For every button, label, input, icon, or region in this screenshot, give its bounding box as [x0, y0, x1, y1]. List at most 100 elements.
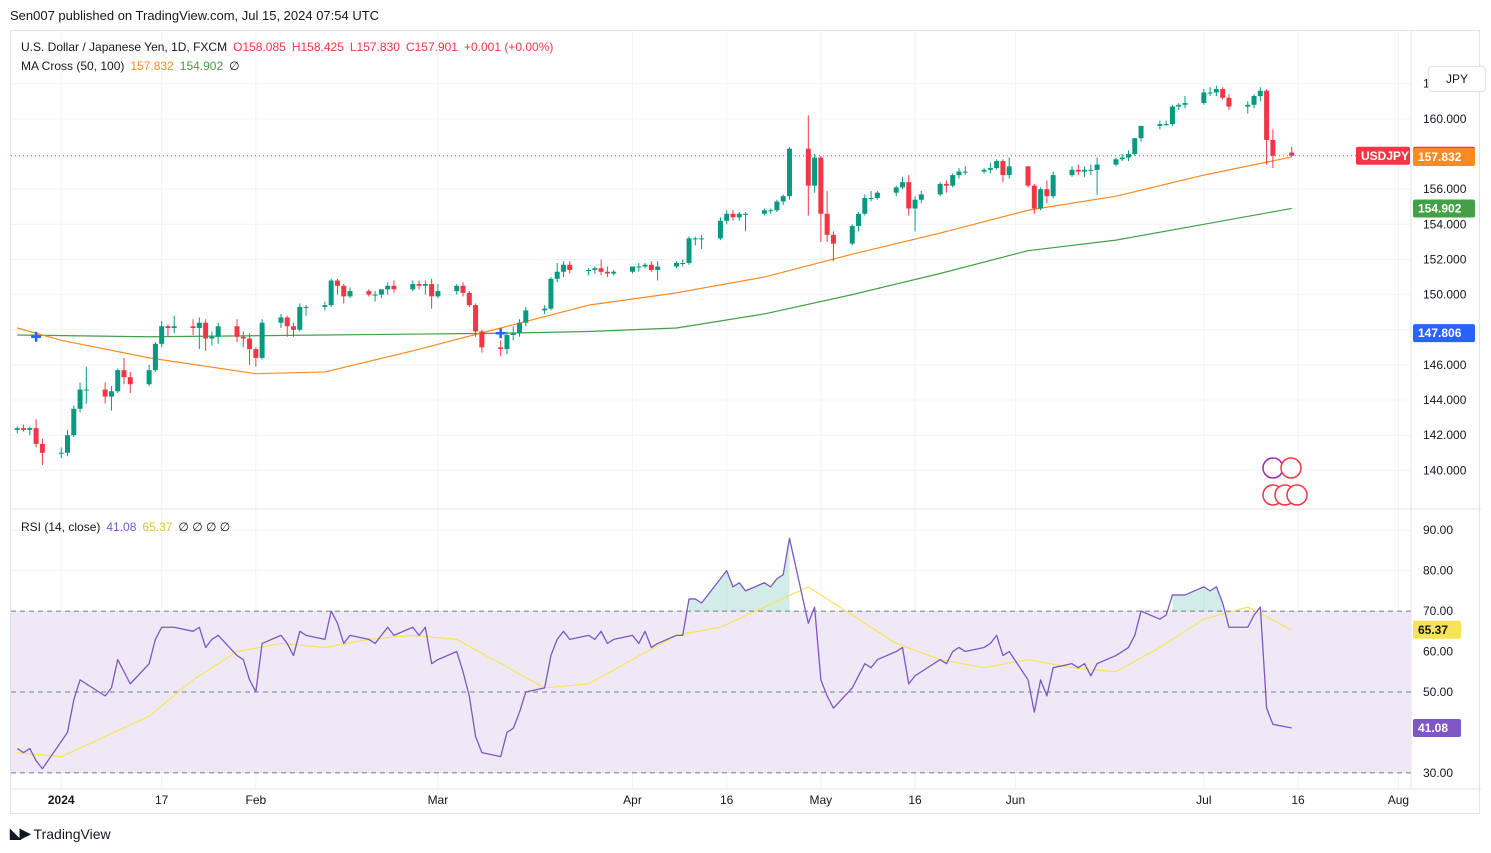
candle-body [856, 213, 862, 227]
candle [1245, 101, 1251, 114]
candle [1031, 183, 1037, 214]
candle-body [680, 262, 686, 264]
ma-legend-label[interactable]: MA Cross (50, 100) [21, 59, 125, 73]
candle-body [1000, 161, 1006, 176]
candle [422, 280, 428, 295]
candle [1169, 104, 1175, 126]
candle-body [1245, 104, 1251, 107]
ma-extra: ∅ [229, 59, 240, 73]
candle [1289, 146, 1295, 158]
candle-body [1006, 166, 1012, 176]
candle [1207, 87, 1213, 97]
candle-body [686, 238, 692, 263]
rsi-legend-label[interactable]: RSI (14, close) [21, 520, 101, 534]
candle-body [730, 213, 736, 218]
chart-canvas[interactable]: 140.000142.000144.000146.000148.000150.0… [11, 31, 1481, 815]
candle-body [849, 226, 855, 244]
candle [39, 438, 45, 466]
candle-body [981, 169, 987, 172]
candle-body [868, 197, 874, 199]
price-tick-label: 160.000 [1423, 112, 1467, 126]
candle-body [1119, 157, 1125, 160]
candle-body [102, 389, 108, 397]
candle [1113, 157, 1119, 167]
candle-body [560, 264, 566, 272]
candle [209, 331, 215, 346]
candle [71, 405, 77, 437]
candle-body [39, 443, 45, 453]
candle-body [366, 291, 372, 295]
candle-body [1044, 189, 1050, 197]
time-tick-label: 16 [720, 793, 734, 807]
price-change: +0.001 (+0.00%) [463, 40, 554, 54]
currency-button[interactable]: JPY [1428, 66, 1486, 92]
price-tick-label: 144.000 [1423, 393, 1467, 407]
candle-body [259, 322, 265, 358]
candle [102, 382, 108, 404]
candle [196, 317, 202, 350]
time-tick-label: Mar [428, 793, 449, 807]
candle-body [1270, 139, 1276, 156]
candle [203, 319, 209, 351]
candle-body [33, 428, 39, 444]
time-tick-label: Aug [1388, 793, 1409, 807]
candle [504, 331, 510, 355]
ma-legend: MA Cross (50, 100) 157.832 154.902 ∅ [21, 59, 246, 73]
candle-body [190, 326, 196, 328]
candle [58, 447, 64, 459]
candle [460, 282, 466, 297]
candle-body [987, 168, 993, 170]
candle [937, 182, 943, 197]
candle-body [1094, 164, 1100, 170]
candle [33, 419, 39, 448]
chart-frame[interactable]: 140.000142.000144.000146.000148.000150.0… [10, 30, 1486, 815]
candle-body [554, 271, 560, 279]
candle-body [598, 268, 604, 272]
candle-body [159, 326, 165, 344]
ma50-value: 157.832 [130, 59, 174, 73]
candles [14, 85, 1295, 466]
candle [1226, 94, 1232, 111]
tradingview-mark-icon: ◣▶ [10, 825, 31, 841]
time-tick-label: 17 [155, 793, 169, 807]
candle [636, 262, 642, 272]
candle [761, 208, 767, 216]
candle-body [1038, 189, 1044, 209]
candle-body [127, 377, 133, 385]
candle [253, 347, 259, 367]
candle-body [743, 213, 749, 215]
candle-body [761, 210, 767, 214]
candle-body [498, 347, 504, 350]
candle [215, 322, 221, 344]
candle [780, 194, 786, 205]
candle-body [1075, 169, 1081, 172]
candle [291, 322, 297, 337]
rsi-tick-label: 30.00 [1423, 766, 1453, 780]
candle [724, 210, 730, 225]
candle [1251, 94, 1257, 109]
candle-body [334, 280, 340, 286]
rsi-ma-value: 65.37 [142, 520, 173, 534]
rsi-tag [1413, 620, 1461, 639]
tradingview-logo[interactable]: ◣▶ TradingView [10, 825, 111, 842]
candle [868, 190, 874, 202]
candle [303, 305, 309, 316]
candle [786, 146, 792, 200]
candle-body [234, 326, 240, 337]
candle [190, 319, 196, 336]
candle-body [1207, 92, 1213, 94]
rsi-tag [1413, 719, 1461, 738]
candle [824, 190, 830, 242]
price-tag [1413, 324, 1475, 343]
tradingview-brand: TradingView [33, 825, 111, 842]
candle [830, 231, 836, 262]
symbol-title[interactable]: U.S. Dollar / Japanese Yen, 1D, FXCM [21, 40, 228, 54]
rsi-tick-label: 50.00 [1423, 685, 1453, 699]
main-legend: U.S. Dollar / Japanese Yen, 1D, FXCM O158… [21, 40, 559, 54]
rsi-tag-label: 41.08 [1418, 721, 1448, 735]
candle-body [341, 285, 347, 297]
candle [473, 303, 479, 337]
price-tick-label: 142.000 [1423, 428, 1467, 442]
candle [259, 319, 265, 360]
candle-body [460, 285, 466, 293]
